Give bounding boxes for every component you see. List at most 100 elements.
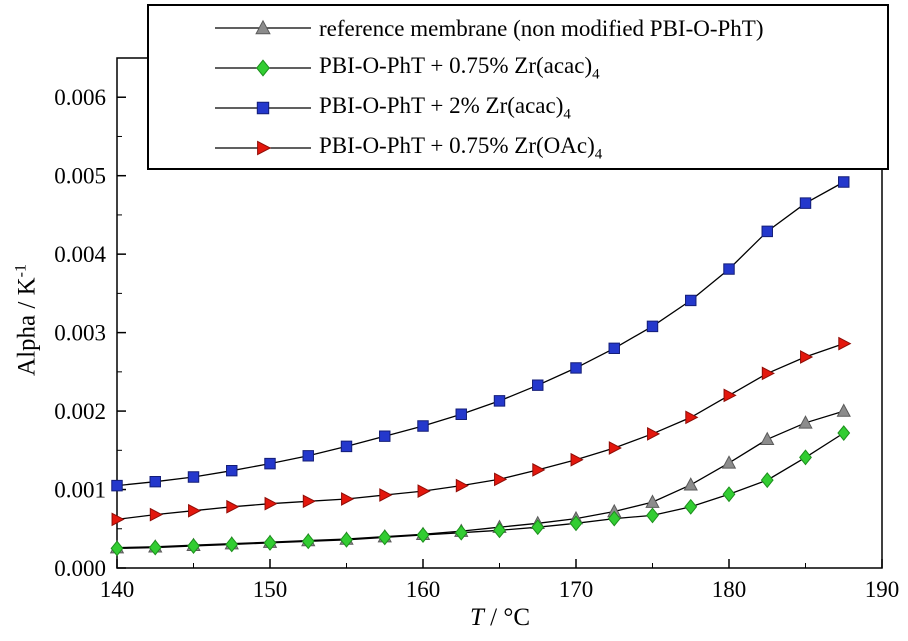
diamond-marker-icon xyxy=(187,538,200,554)
y-axis-title-exponent: -1 xyxy=(12,264,30,278)
square-marker-icon xyxy=(226,464,238,477)
square-marker-icon xyxy=(570,362,582,374)
triangle-right-legend-marker-icon xyxy=(215,140,311,156)
square-marker-icon xyxy=(608,342,620,355)
tick-labels: 0.000 0.001 0.002 0.003 0.004 0.005 0.006 140 15… xyxy=(54,85,899,602)
diamond-marker-icon xyxy=(799,449,812,466)
triangle-up-marker-icon xyxy=(798,415,813,429)
diamond-marker-icon xyxy=(569,515,583,532)
series-line-zr-acac-2 xyxy=(116,181,845,487)
square-marker-icon xyxy=(340,440,353,453)
triangle-right-marker-icon xyxy=(761,366,775,381)
triangle-right-marker-icon xyxy=(302,494,316,509)
series-line-zr-acac-0-75 xyxy=(116,432,845,550)
y-tick-label: 0.005 xyxy=(54,164,106,189)
triangle-right-marker-icon xyxy=(264,496,278,511)
diamond-marker-icon xyxy=(646,507,659,524)
triangle-right-marker-icon xyxy=(417,484,431,498)
square-marker-icon xyxy=(646,320,659,333)
triangle-up-marker-icon xyxy=(721,455,737,469)
y-axis-title: Alpha / K-1 xyxy=(12,264,41,376)
square-marker-icon xyxy=(455,408,467,420)
triangle-right-marker-icon xyxy=(608,441,622,455)
legend-label: PBI-O-PhT + 2% Zr(acac)4 xyxy=(319,92,571,123)
x-tick-label: 180 xyxy=(712,577,747,602)
legend-label: reference membrane (non modified PBI-O-P… xyxy=(319,15,764,41)
triangle-right-marker-icon xyxy=(379,488,393,502)
diamond-marker-icon xyxy=(531,519,545,536)
diamond-marker-icon xyxy=(225,536,239,553)
square-marker-icon xyxy=(723,263,735,275)
diamond-marker-icon xyxy=(760,472,774,489)
series-markers-reference xyxy=(109,403,851,554)
diamond-marker-icon xyxy=(263,534,277,551)
square-marker-icon xyxy=(838,176,850,188)
legend-item-zr-acac-0-75: PBI-O-PhT + 0.75% Zr(acac)4 xyxy=(215,48,887,88)
triangle-right-marker-icon xyxy=(226,499,240,514)
axis-ticks xyxy=(116,96,883,569)
triangle-right-marker-icon xyxy=(685,410,699,425)
x-tick-label: 160 xyxy=(406,577,441,602)
triangle-up-marker-icon xyxy=(683,477,698,491)
square-marker-icon xyxy=(111,479,123,492)
triangle-up-marker-icon xyxy=(645,494,660,508)
x-tick-label: 190 xyxy=(865,577,900,602)
x-axis-title-units: / °C xyxy=(483,604,531,631)
triangle-up-legend-marker-icon xyxy=(215,19,311,35)
legend-label-subscript: 4 xyxy=(594,146,603,163)
diamond-marker-icon xyxy=(110,540,124,557)
square-marker-icon xyxy=(685,294,697,307)
legend-item-zr-oac-0-75: PBI-O-PhT + 0.75% Zr(OAc)4 xyxy=(215,128,887,168)
diamond-marker-icon xyxy=(378,529,392,546)
diamond-marker-icon xyxy=(493,522,506,539)
series-line-reference xyxy=(116,410,844,549)
triangle-right-marker-icon xyxy=(188,503,202,518)
series-markers-zr-oac-0-75 xyxy=(111,336,852,527)
triangle-right-marker-icon xyxy=(647,426,661,441)
x-tick-label: 170 xyxy=(559,577,594,602)
series-line-zr-oac-0-75 xyxy=(116,342,845,521)
square-marker-icon xyxy=(799,197,812,209)
y-tick-label: 0.001 xyxy=(54,478,106,503)
square-marker-icon xyxy=(532,379,544,391)
triangle-up-marker-icon xyxy=(836,403,851,417)
triangle-right-marker-icon xyxy=(149,507,163,522)
diamond-marker-icon xyxy=(607,510,621,527)
legend-label-subscript: 4 xyxy=(563,106,571,123)
diamond-marker-icon xyxy=(722,486,736,503)
series-markers-zr-acac-2 xyxy=(111,176,850,492)
y-tick-label: 0.003 xyxy=(54,321,106,346)
triangle-right-marker-icon xyxy=(800,350,814,364)
x-tick-label: 140 xyxy=(100,577,135,602)
y-tick-label: 0.004 xyxy=(54,242,106,267)
square-marker-icon xyxy=(417,420,429,432)
diamond-legend-marker-icon xyxy=(215,59,311,77)
triangle-right-marker-icon xyxy=(111,512,125,527)
diamond-marker-icon xyxy=(684,498,698,515)
legend-item-zr-acac-2: PBI-O-PhT + 2% Zr(acac)4 xyxy=(215,88,887,128)
x-axis-title-variable: T xyxy=(469,604,484,631)
diamond-marker-icon xyxy=(301,533,315,550)
x-tick-label: 150 xyxy=(253,577,288,602)
x-axis-title: T / °C xyxy=(470,604,530,632)
triangle-right-marker-icon xyxy=(723,388,737,403)
triangle-right-marker-icon xyxy=(838,336,852,351)
legend: reference membrane (non modified PBI-O-P… xyxy=(147,4,889,170)
triangle-right-marker-icon xyxy=(570,452,584,467)
square-marker-icon xyxy=(302,450,314,462)
y-tick-label: 0.000 xyxy=(54,556,106,581)
legend-label: PBI-O-PhT + 0.75% Zr(OAc)4 xyxy=(319,132,603,163)
triangle-right-marker-icon xyxy=(341,492,355,506)
triangle-right-marker-icon xyxy=(494,472,508,487)
square-marker-icon xyxy=(761,225,773,238)
legend-label-subscript: 4 xyxy=(592,66,600,83)
y-tick-label: 0.006 xyxy=(54,85,106,110)
diamond-marker-icon xyxy=(837,425,851,441)
triangle-up-marker-icon xyxy=(760,431,775,446)
square-marker-icon xyxy=(187,471,200,483)
diamond-marker-icon xyxy=(148,539,162,556)
triangle-right-marker-icon xyxy=(532,463,546,477)
triangle-right-marker-icon xyxy=(455,478,469,493)
